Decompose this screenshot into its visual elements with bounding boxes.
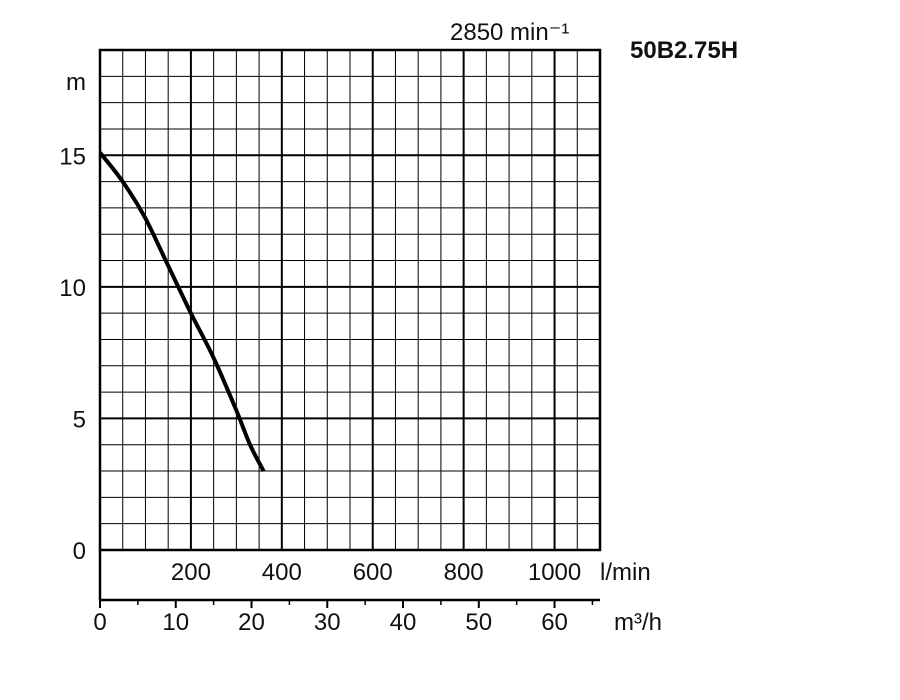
speed-label: 2850 min⁻¹	[450, 19, 569, 46]
plot-frame	[98, 48, 602, 552]
y-tick-label: 15	[59, 143, 86, 170]
y-tick-label: 10	[59, 275, 86, 302]
head-flow-curve	[98, 151, 266, 473]
x-lmin-tick-label: 600	[353, 559, 393, 586]
x-m3h-tick-label: 30	[314, 609, 341, 636]
x-m3h-tick-label: 0	[93, 609, 106, 636]
curves	[98, 151, 266, 473]
x-m3h-tick-label: 40	[390, 609, 417, 636]
x-m3h-tick-labels: 0 10 20 30 40 50 60	[93, 609, 568, 636]
y-axis-unit: m	[66, 69, 86, 96]
x-lmin-unit: l/min	[600, 559, 651, 586]
grid-minor	[100, 50, 600, 550]
x-m3h-tick-label: 20	[238, 609, 265, 636]
x-lmin-tick-label: 1000	[528, 559, 581, 586]
y-tick-label: 5	[73, 406, 86, 433]
x-lmin-tick-label: 800	[444, 559, 484, 586]
grid-major	[100, 50, 600, 550]
x-lmin-tick-label: 200	[171, 559, 211, 586]
y-tick-labels: 0 5 10 15	[59, 143, 86, 565]
flow-axes	[98, 550, 600, 608]
x-m3h-unit: m³/h	[614, 609, 662, 636]
x-m3h-tick-label: 60	[541, 609, 568, 636]
model-label: 50B2.75H	[630, 37, 738, 64]
x-m3h-tick-label: 10	[162, 609, 189, 636]
y-tick-label: 0	[73, 538, 86, 565]
x-m3h-tick-label: 50	[465, 609, 492, 636]
x-lmin-tick-label: 400	[262, 559, 302, 586]
x-lmin-tick-labels: 200 400 600 800 1000	[171, 559, 581, 586]
